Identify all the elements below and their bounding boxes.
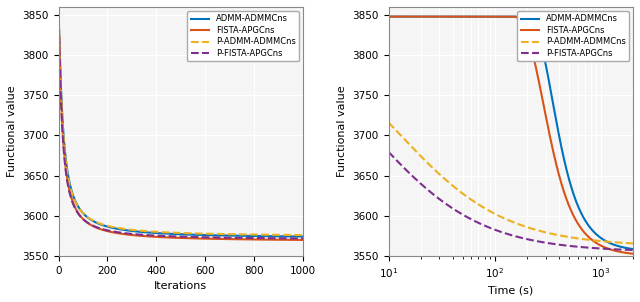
P-ADMM-ADMMCns bbox=[167, 231, 175, 234]
P-FISTA-APGCns bbox=[247, 236, 255, 240]
P-ADMM-ADMMCns bbox=[622, 241, 630, 245]
Legend: ADMM-ADMMCns, FISTA-APGCns, P-ADMM-ADMMCns, P-FISTA-APGCns: ADMM-ADMMCns, FISTA-APGCns, P-ADMM-ADMMC… bbox=[517, 11, 629, 61]
Line: ADMM-ADMMCns: ADMM-ADMMCns bbox=[388, 17, 633, 249]
P-ADMM-ADMMCns bbox=[173, 231, 181, 235]
FISTA-APGCns bbox=[292, 238, 300, 242]
ADMM-ADMMCns bbox=[385, 15, 392, 18]
P-ADMM-ADMMCns bbox=[55, 22, 63, 25]
FISTA-APGCns bbox=[167, 236, 175, 239]
Line: P-FISTA-APGCns: P-FISTA-APGCns bbox=[388, 152, 633, 250]
FISTA-APGCns bbox=[622, 251, 630, 255]
P-FISTA-APGCns bbox=[55, 23, 63, 27]
ADMM-ADMMCns bbox=[497, 15, 505, 18]
ADMM-ADMMCns bbox=[504, 15, 511, 18]
FISTA-APGCns bbox=[300, 238, 307, 242]
Y-axis label: Functional value: Functional value bbox=[337, 86, 347, 177]
FISTA-APGCns bbox=[173, 236, 181, 240]
Line: ADMM-ADMMCns: ADMM-ADMMCns bbox=[59, 23, 303, 236]
ADMM-ADMMCns bbox=[167, 232, 175, 236]
P-ADMM-ADMMCns bbox=[385, 121, 392, 124]
P-FISTA-APGCns bbox=[497, 230, 505, 234]
P-FISTA-APGCns bbox=[292, 236, 300, 240]
FISTA-APGCns bbox=[622, 251, 630, 255]
Legend: ADMM-ADMMCns, FISTA-APGCns, P-ADMM-ADMMCns, P-FISTA-APGCns: ADMM-ADMMCns, FISTA-APGCns, P-ADMM-ADMMC… bbox=[188, 11, 299, 61]
FISTA-APGCns bbox=[629, 252, 637, 255]
ADMM-ADMMCns bbox=[300, 235, 307, 238]
P-ADMM-ADMMCns bbox=[300, 233, 307, 237]
Line: FISTA-APGCns: FISTA-APGCns bbox=[59, 24, 303, 240]
Line: P-ADMM-ADMMCns: P-ADMM-ADMMCns bbox=[59, 24, 303, 235]
P-FISTA-APGCns bbox=[577, 245, 585, 249]
P-ADMM-ADMMCns bbox=[622, 241, 630, 245]
FISTA-APGCns bbox=[55, 23, 63, 26]
P-ADMM-ADMMCns bbox=[577, 237, 585, 241]
P-FISTA-APGCns bbox=[629, 248, 637, 252]
FISTA-APGCns bbox=[292, 238, 300, 242]
ADMM-ADMMCns bbox=[622, 246, 630, 250]
Line: FISTA-APGCns: FISTA-APGCns bbox=[388, 17, 633, 254]
P-FISTA-APGCns bbox=[622, 248, 630, 252]
ADMM-ADMMCns bbox=[622, 246, 630, 250]
ADMM-ADMMCns bbox=[55, 21, 63, 25]
P-FISTA-APGCns bbox=[292, 236, 300, 240]
P-FISTA-APGCns bbox=[173, 235, 181, 238]
Line: P-ADMM-ADMMCns: P-ADMM-ADMMCns bbox=[388, 123, 633, 243]
ADMM-ADMMCns bbox=[629, 247, 637, 251]
ADMM-ADMMCns bbox=[397, 15, 405, 18]
P-ADMM-ADMMCns bbox=[292, 233, 300, 237]
ADMM-ADMMCns bbox=[67, 188, 75, 191]
X-axis label: Iterations: Iterations bbox=[154, 281, 207, 291]
FISTA-APGCns bbox=[385, 15, 392, 18]
P-FISTA-APGCns bbox=[397, 163, 405, 167]
Line: P-FISTA-APGCns: P-FISTA-APGCns bbox=[59, 25, 303, 239]
ADMM-ADMMCns bbox=[173, 232, 181, 236]
FISTA-APGCns bbox=[67, 196, 75, 199]
X-axis label: Time (s): Time (s) bbox=[488, 285, 534, 295]
FISTA-APGCns bbox=[247, 238, 255, 241]
FISTA-APGCns bbox=[397, 15, 405, 18]
P-ADMM-ADMMCns bbox=[292, 233, 300, 237]
ADMM-ADMMCns bbox=[292, 235, 300, 238]
P-FISTA-APGCns bbox=[167, 234, 175, 238]
P-ADMM-ADMMCns bbox=[629, 242, 637, 245]
P-ADMM-ADMMCns bbox=[67, 189, 75, 193]
FISTA-APGCns bbox=[497, 15, 505, 18]
P-FISTA-APGCns bbox=[622, 248, 630, 252]
P-FISTA-APGCns bbox=[300, 237, 307, 240]
ADMM-ADMMCns bbox=[577, 211, 585, 215]
ADMM-ADMMCns bbox=[247, 234, 255, 238]
P-FISTA-APGCns bbox=[385, 150, 392, 154]
FISTA-APGCns bbox=[577, 226, 585, 230]
FISTA-APGCns bbox=[504, 15, 511, 18]
P-ADMM-ADMMCns bbox=[397, 134, 405, 138]
Y-axis label: Functional value: Functional value bbox=[7, 86, 17, 177]
ADMM-ADMMCns bbox=[292, 235, 300, 238]
P-ADMM-ADMMCns bbox=[497, 215, 505, 219]
P-ADMM-ADMMCns bbox=[247, 233, 255, 236]
P-FISTA-APGCns bbox=[504, 232, 511, 236]
P-FISTA-APGCns bbox=[67, 197, 75, 201]
P-ADMM-ADMMCns bbox=[504, 218, 511, 222]
